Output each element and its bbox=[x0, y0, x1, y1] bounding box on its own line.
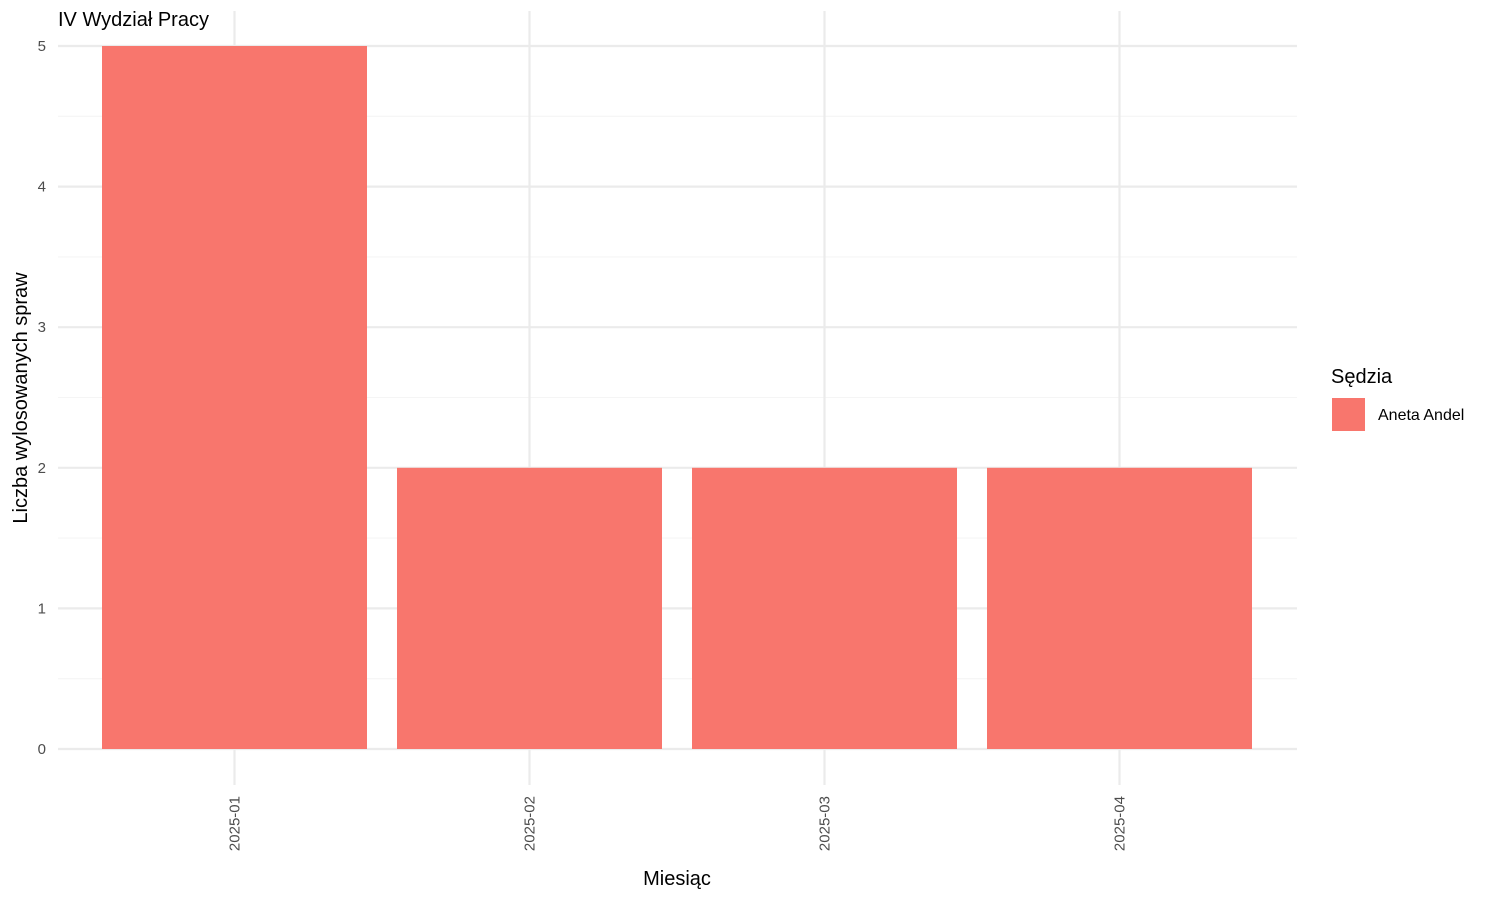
bar-2025-02 bbox=[397, 467, 662, 749]
x-axis-title: Miesiąc bbox=[643, 868, 711, 890]
x-tick-label: 2025-04 bbox=[1112, 796, 1129, 851]
y-axis-title: Liczba wylosowanych spraw bbox=[10, 272, 32, 524]
legend: Sędzia Aneta Andel bbox=[1331, 366, 1464, 431]
y-tick-label: 1 bbox=[38, 600, 46, 617]
x-tick-labels: 2025-01 2025-02 2025-03 2025-04 bbox=[227, 796, 1129, 851]
bar-2025-01 bbox=[102, 46, 367, 749]
y-tick-label: 3 bbox=[38, 319, 46, 336]
y-tick-label: 2 bbox=[38, 460, 46, 477]
legend-key-aneta-andel bbox=[1332, 398, 1365, 431]
x-tick-label: 2025-03 bbox=[817, 796, 834, 851]
y-tick-label: 4 bbox=[38, 179, 46, 196]
y-tick-label: 0 bbox=[38, 741, 46, 758]
bar-2025-03 bbox=[692, 467, 957, 749]
x-tick-label: 2025-01 bbox=[227, 796, 244, 851]
x-tick-label: 2025-02 bbox=[522, 796, 539, 851]
legend-label-aneta-andel: Aneta Andel bbox=[1378, 407, 1464, 424]
y-tick-label: 5 bbox=[38, 38, 46, 55]
chart-title: IV Wydział Pracy bbox=[58, 9, 209, 31]
bars-layer bbox=[102, 46, 1252, 749]
bar-2025-04 bbox=[987, 467, 1252, 749]
legend-title: Sędzia bbox=[1331, 366, 1393, 388]
y-tick-labels: 0 1 2 3 4 5 bbox=[38, 38, 46, 758]
